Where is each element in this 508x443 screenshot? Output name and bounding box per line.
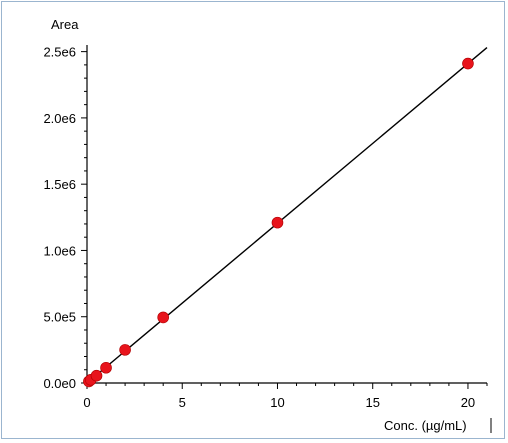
data-point <box>119 344 131 356</box>
y-tick-label: 1.5e6 <box>43 177 76 192</box>
data-point <box>157 311 169 324</box>
x-tick-label: 20 <box>461 395 475 410</box>
data-point <box>100 361 112 374</box>
data-point <box>90 369 103 382</box>
x-tick-label: 15 <box>365 395 379 410</box>
y-tick-label: 2.0e6 <box>43 111 76 126</box>
x-tick-label: 0 <box>83 395 90 410</box>
x-tick-label: 10 <box>270 395 284 410</box>
data-points <box>83 57 474 388</box>
y-axis-title: Area <box>51 17 79 32</box>
x-tick-label: 5 <box>179 395 186 410</box>
y-tick-label: 1.0e6 <box>43 243 76 258</box>
y-tick-label: 5.0e5 <box>43 310 76 325</box>
axes: 0.0e0 5.0e5 1.0e6 1.5e6 2.0e6 2.5e6 0 5 10 15 20 <box>43 45 492 433</box>
data-point <box>271 216 284 229</box>
y-tick-label: 2.5e6 <box>43 45 76 60</box>
data-point <box>462 57 474 70</box>
fit-line <box>86 47 488 384</box>
y-tick-label: 0.0e0 <box>43 376 76 391</box>
fit-line-group <box>86 47 488 384</box>
x-axis-title: Conc. (µg/mL) <box>384 418 467 433</box>
